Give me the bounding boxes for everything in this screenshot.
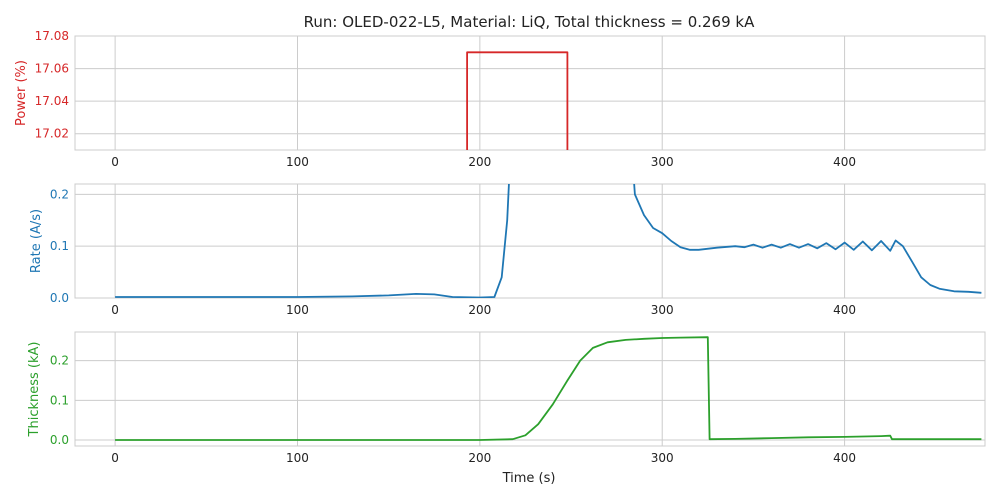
thickness-ticks: 0 100 200 300 400 0.0 0.1 0.2 <box>50 354 856 465</box>
rate-x-tick-label: 0 <box>111 303 119 317</box>
rate-y-tick-label: 0.2 <box>50 187 69 201</box>
thickness-plot-area <box>74 331 986 447</box>
thickness-x-tick-label: 400 <box>833 451 856 465</box>
power-x-tick-label: 100 <box>286 155 309 169</box>
power-y-tick-label: 17.06 <box>35 62 69 76</box>
rate-plot-area <box>74 183 986 299</box>
thickness-y-tick-label: 0.2 <box>50 354 69 368</box>
thickness-series <box>115 336 982 441</box>
thickness-x-tick-label: 300 <box>651 451 674 465</box>
rate-y-tick-label: 0.1 <box>50 239 69 253</box>
power-ticks: 0 100 200 300 400 17.02 17.04 17.06 17.08 <box>35 29 856 169</box>
rate-x-tick-label: 400 <box>833 303 856 317</box>
thickness-panel: 0 100 200 300 400 0.0 0.1 0.2 Thickness (kA) <box>27 331 986 465</box>
power-x-tick-label: 200 <box>468 155 491 169</box>
power-y-tick-label: 17.08 <box>35 29 69 43</box>
rate-y-tick-label: 0.0 <box>50 291 69 305</box>
thickness-x-tick-label: 0 <box>111 451 119 465</box>
thickness-x-tick-label: 100 <box>286 451 309 465</box>
rate-series-line <box>115 184 982 298</box>
rate-panel: 0 100 200 300 400 0.0 0.1 0.2 Rate (A/s) <box>29 183 986 317</box>
chart-title: Run: OLED-022-L5, Material: LiQ, Total t… <box>304 13 755 31</box>
rate-grid <box>75 184 985 299</box>
power-y-axis-label: Power (%) <box>14 60 29 126</box>
rate-x-tick-label: 100 <box>286 303 309 317</box>
power-panel: 0 100 200 300 400 17.02 17.04 17.06 17.08 Power … <box>14 29 986 169</box>
power-y-tick-label: 17.04 <box>35 94 69 108</box>
power-series <box>466 51 569 150</box>
thickness-x-tick-label: 200 <box>468 451 491 465</box>
power-plot-area <box>74 35 986 151</box>
power-x-tick-label: 0 <box>111 155 119 169</box>
rate-series <box>115 184 982 298</box>
x-axis-label: Time (s) <box>502 471 556 486</box>
power-x-tick-label: 300 <box>651 155 674 169</box>
thickness-y-tick-label: 0.0 <box>50 433 69 447</box>
power-series-line <box>466 51 569 150</box>
rate-y-axis-label: Rate (A/s) <box>29 209 44 273</box>
power-x-tick-label: 400 <box>833 155 856 169</box>
thickness-y-axis-label: Thickness (kA) <box>27 342 42 438</box>
rate-x-tick-label: 300 <box>651 303 674 317</box>
thickness-y-tick-label: 0.1 <box>50 393 69 407</box>
rate-ticks: 0 100 200 300 400 0.0 0.1 0.2 <box>50 187 856 317</box>
rate-x-tick-label: 200 <box>468 303 491 317</box>
power-grid <box>75 35 985 150</box>
thickness-series-line <box>115 336 982 441</box>
power-y-tick-label: 17.02 <box>35 127 69 141</box>
